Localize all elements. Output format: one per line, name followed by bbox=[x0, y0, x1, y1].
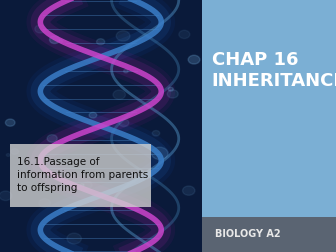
Text: CHAP 16
INHERITANCE: CHAP 16 INHERITANCE bbox=[212, 51, 336, 90]
Circle shape bbox=[167, 90, 178, 98]
Circle shape bbox=[6, 153, 10, 156]
Circle shape bbox=[119, 119, 129, 127]
Circle shape bbox=[80, 184, 84, 186]
Circle shape bbox=[5, 119, 15, 126]
Circle shape bbox=[47, 135, 57, 142]
Circle shape bbox=[49, 36, 60, 44]
Circle shape bbox=[116, 31, 130, 41]
Circle shape bbox=[152, 131, 160, 136]
Circle shape bbox=[0, 191, 12, 201]
Bar bbox=[0, 0, 202, 252]
Circle shape bbox=[89, 112, 97, 118]
Circle shape bbox=[182, 186, 195, 195]
Circle shape bbox=[39, 199, 50, 207]
Circle shape bbox=[168, 87, 173, 91]
Circle shape bbox=[188, 55, 200, 64]
Circle shape bbox=[113, 90, 125, 99]
Circle shape bbox=[152, 147, 168, 160]
Circle shape bbox=[59, 40, 62, 43]
Circle shape bbox=[179, 30, 190, 39]
Bar bbox=[202, 217, 336, 252]
FancyBboxPatch shape bbox=[10, 144, 151, 207]
Circle shape bbox=[11, 149, 18, 154]
Text: 16.1.Passage of
information from parents
to offspring: 16.1.Passage of information from parents… bbox=[17, 157, 148, 193]
Circle shape bbox=[35, 25, 46, 33]
Circle shape bbox=[83, 182, 92, 188]
Circle shape bbox=[67, 233, 81, 244]
Text: BIOLOGY A2: BIOLOGY A2 bbox=[215, 229, 281, 239]
Circle shape bbox=[124, 70, 128, 73]
Bar bbox=[202, 0, 336, 217]
Circle shape bbox=[96, 39, 105, 45]
